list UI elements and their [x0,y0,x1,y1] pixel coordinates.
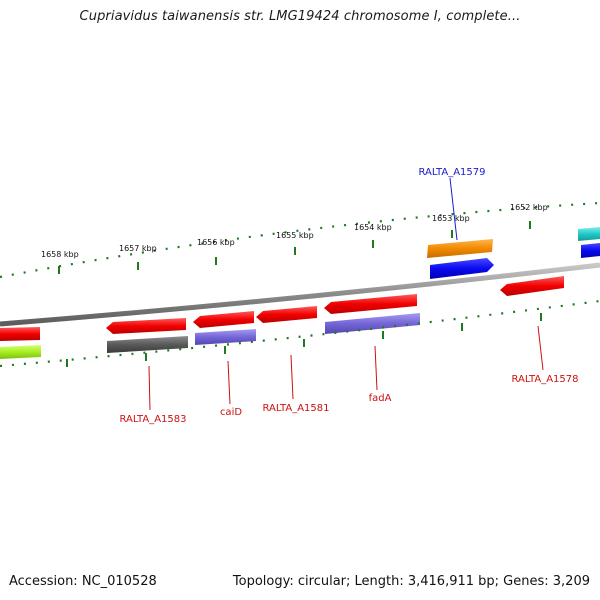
reverse-genes [0,276,564,359]
leader-line [290,354,294,400]
gene-feature[interactable] [0,345,41,359]
gene-labels: RALTA_A1579 RALTA_A1583 caiD RALTA_A1581… [119,167,578,425]
genome-summary-text: Topology: circular; Length: 3,416,911 bp… [232,574,590,589]
gene-label-caid[interactable]: caiD [220,407,242,418]
gene-feature[interactable] [106,318,186,334]
gene-label-ralta-a1579[interactable]: RALTA_A1579 [418,167,485,178]
gene-label-ralta-a1578[interactable]: RALTA_A1578 [511,374,578,385]
gene-feature[interactable] [107,336,188,353]
inner-tick-track [0,299,600,368]
gene-feature[interactable] [578,227,600,241]
scale-label: 1654 kbp [354,223,392,232]
gene-feature[interactable] [193,311,254,328]
scale-label: 1653 kbp [432,214,470,223]
leader-line [537,325,544,371]
leader-line [374,345,378,391]
gene-feature[interactable] [195,329,256,345]
gene-feature[interactable] [500,276,564,296]
outer-tick-dots [0,201,600,279]
scale-label: 1652 kbp [510,203,548,212]
scale-label: 1656 kbp [197,238,235,247]
map-title: Cupriavidus taiwanensis str. LMG19424 ch… [79,9,521,24]
leader-line [227,360,231,405]
gene-feature[interactable] [256,306,317,323]
leader-line [148,365,151,411]
leader-line [449,177,458,241]
gene-feature[interactable] [581,243,600,258]
gene-feature[interactable] [430,258,494,279]
chromosome-backbone [0,262,600,327]
accession-text: Accession: NC_010528 [9,574,157,589]
scale-label: 1655 kbp [276,231,314,240]
scale-label: 1657 kbp [119,244,157,253]
gene-label-ralta-a1581[interactable]: RALTA_A1581 [262,403,329,414]
outer-tick-track [0,201,600,279]
gene-feature[interactable] [427,239,493,258]
gene-feature[interactable] [325,313,420,334]
label-leaders [148,177,544,411]
gene-feature[interactable] [324,294,417,314]
gene-label-ralta-a1583[interactable]: RALTA_A1583 [119,414,186,425]
inner-tick-dots [0,299,600,368]
scale-label: 1658 kbp [41,250,79,259]
scale-labels: 1658 kbp 1657 kbp 1656 kbp 1655 kbp 1654… [41,203,548,259]
gene-feature[interactable] [0,327,40,341]
gene-label-fada[interactable]: fadA [369,393,392,404]
forward-genes [427,227,600,279]
